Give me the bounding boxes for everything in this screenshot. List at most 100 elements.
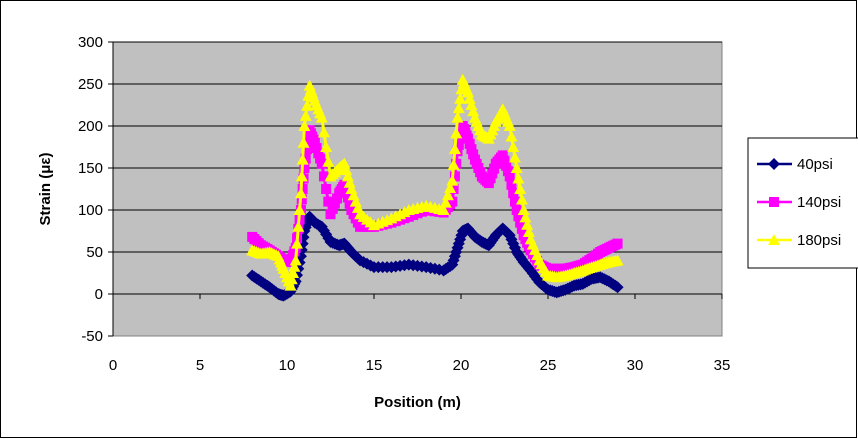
data-point (293, 204, 306, 215)
data-point (309, 137, 320, 148)
legend-label: 180psi (797, 232, 841, 249)
data-point (338, 157, 351, 169)
data-point (291, 237, 304, 249)
data-point (464, 138, 475, 149)
data-point (461, 86, 474, 98)
data-point (497, 150, 508, 161)
data-point (447, 196, 458, 207)
data-point (318, 171, 329, 182)
data-point (522, 226, 535, 238)
data-point (509, 196, 520, 207)
series-layer (246, 73, 624, 302)
x-tick-label: 15 (366, 357, 383, 374)
data-point (515, 217, 526, 228)
data-point (505, 130, 518, 142)
legend-label: 140psi (797, 194, 841, 211)
data-point (462, 133, 473, 144)
data-point (316, 158, 327, 169)
x-tick-label: 0 (109, 357, 117, 374)
data-point (302, 144, 313, 155)
data-point (501, 160, 512, 171)
data-point (327, 203, 338, 214)
data-point (289, 254, 302, 266)
data-point (329, 198, 340, 209)
y-tick-label: 50 (86, 244, 103, 261)
legend-marker (768, 158, 780, 170)
data-point (322, 155, 335, 167)
data-point (320, 141, 333, 152)
y-tick-label: 150 (78, 160, 103, 177)
data-point (465, 99, 478, 110)
data-point (453, 139, 464, 150)
data-point (344, 198, 355, 209)
data-point (515, 193, 528, 205)
legend: 40psi 140psi 180psi (747, 137, 858, 269)
data-point (447, 158, 460, 170)
data-point (325, 209, 336, 220)
x-tick-label: 10 (279, 357, 296, 374)
data-point (506, 179, 517, 190)
x-tick-labels: 0 5 10 15 20 25 30 35 (109, 294, 731, 374)
data-point (439, 196, 452, 208)
legend-marker (769, 197, 779, 207)
legend-item: 180psi (757, 232, 841, 249)
data-point (315, 111, 328, 123)
data-point (300, 153, 311, 164)
y-axis-title: Strain (με) (37, 153, 54, 226)
data-point (340, 164, 353, 176)
data-point (513, 211, 524, 222)
data-point (448, 143, 461, 155)
data-point (321, 184, 332, 194)
data-point (466, 144, 477, 155)
data-point (313, 148, 324, 159)
data-point (611, 254, 624, 266)
data-point (294, 187, 307, 199)
data-point (454, 92, 467, 104)
data-point (611, 281, 624, 294)
legend-label: 40psi (797, 156, 833, 173)
data-point (449, 171, 460, 182)
data-point (292, 220, 305, 232)
data-point (452, 102, 465, 114)
data-point (441, 189, 454, 201)
x-axis-title: Position (m) (374, 394, 461, 411)
data-point (299, 109, 312, 121)
data-point (455, 133, 466, 144)
data-point (323, 196, 334, 207)
data-point (341, 170, 354, 182)
data-point (295, 170, 308, 182)
data-point (504, 171, 515, 182)
data-point (343, 176, 356, 188)
data-point (444, 181, 457, 193)
data-point (512, 172, 525, 184)
data-point (288, 260, 301, 272)
data-point (510, 162, 523, 173)
legend-marker (768, 234, 780, 245)
data-point (298, 120, 311, 131)
series-180psi (246, 73, 624, 291)
x-tick-label: 25 (540, 357, 557, 374)
y-tick-label: 250 (78, 76, 103, 93)
data-point (521, 218, 534, 230)
series-40psi (246, 210, 624, 302)
data-point (511, 205, 522, 215)
data-point (507, 141, 520, 152)
data-point (315, 153, 326, 164)
y-tick-label: -50 (81, 328, 103, 345)
data-point (468, 149, 479, 160)
x-tick-label: 30 (627, 357, 644, 374)
legend-item: 140psi (757, 194, 841, 211)
data-point (284, 279, 297, 291)
data-point (301, 99, 314, 111)
data-point (339, 179, 350, 190)
data-point (437, 204, 450, 215)
data-point (514, 183, 527, 194)
data-point (450, 127, 463, 139)
data-point (502, 166, 513, 177)
x-tick-label: 35 (714, 357, 731, 374)
data-point (499, 155, 510, 166)
x-tick-label: 5 (196, 357, 204, 374)
x-tick-label: 20 (453, 357, 470, 374)
data-point (332, 193, 343, 204)
